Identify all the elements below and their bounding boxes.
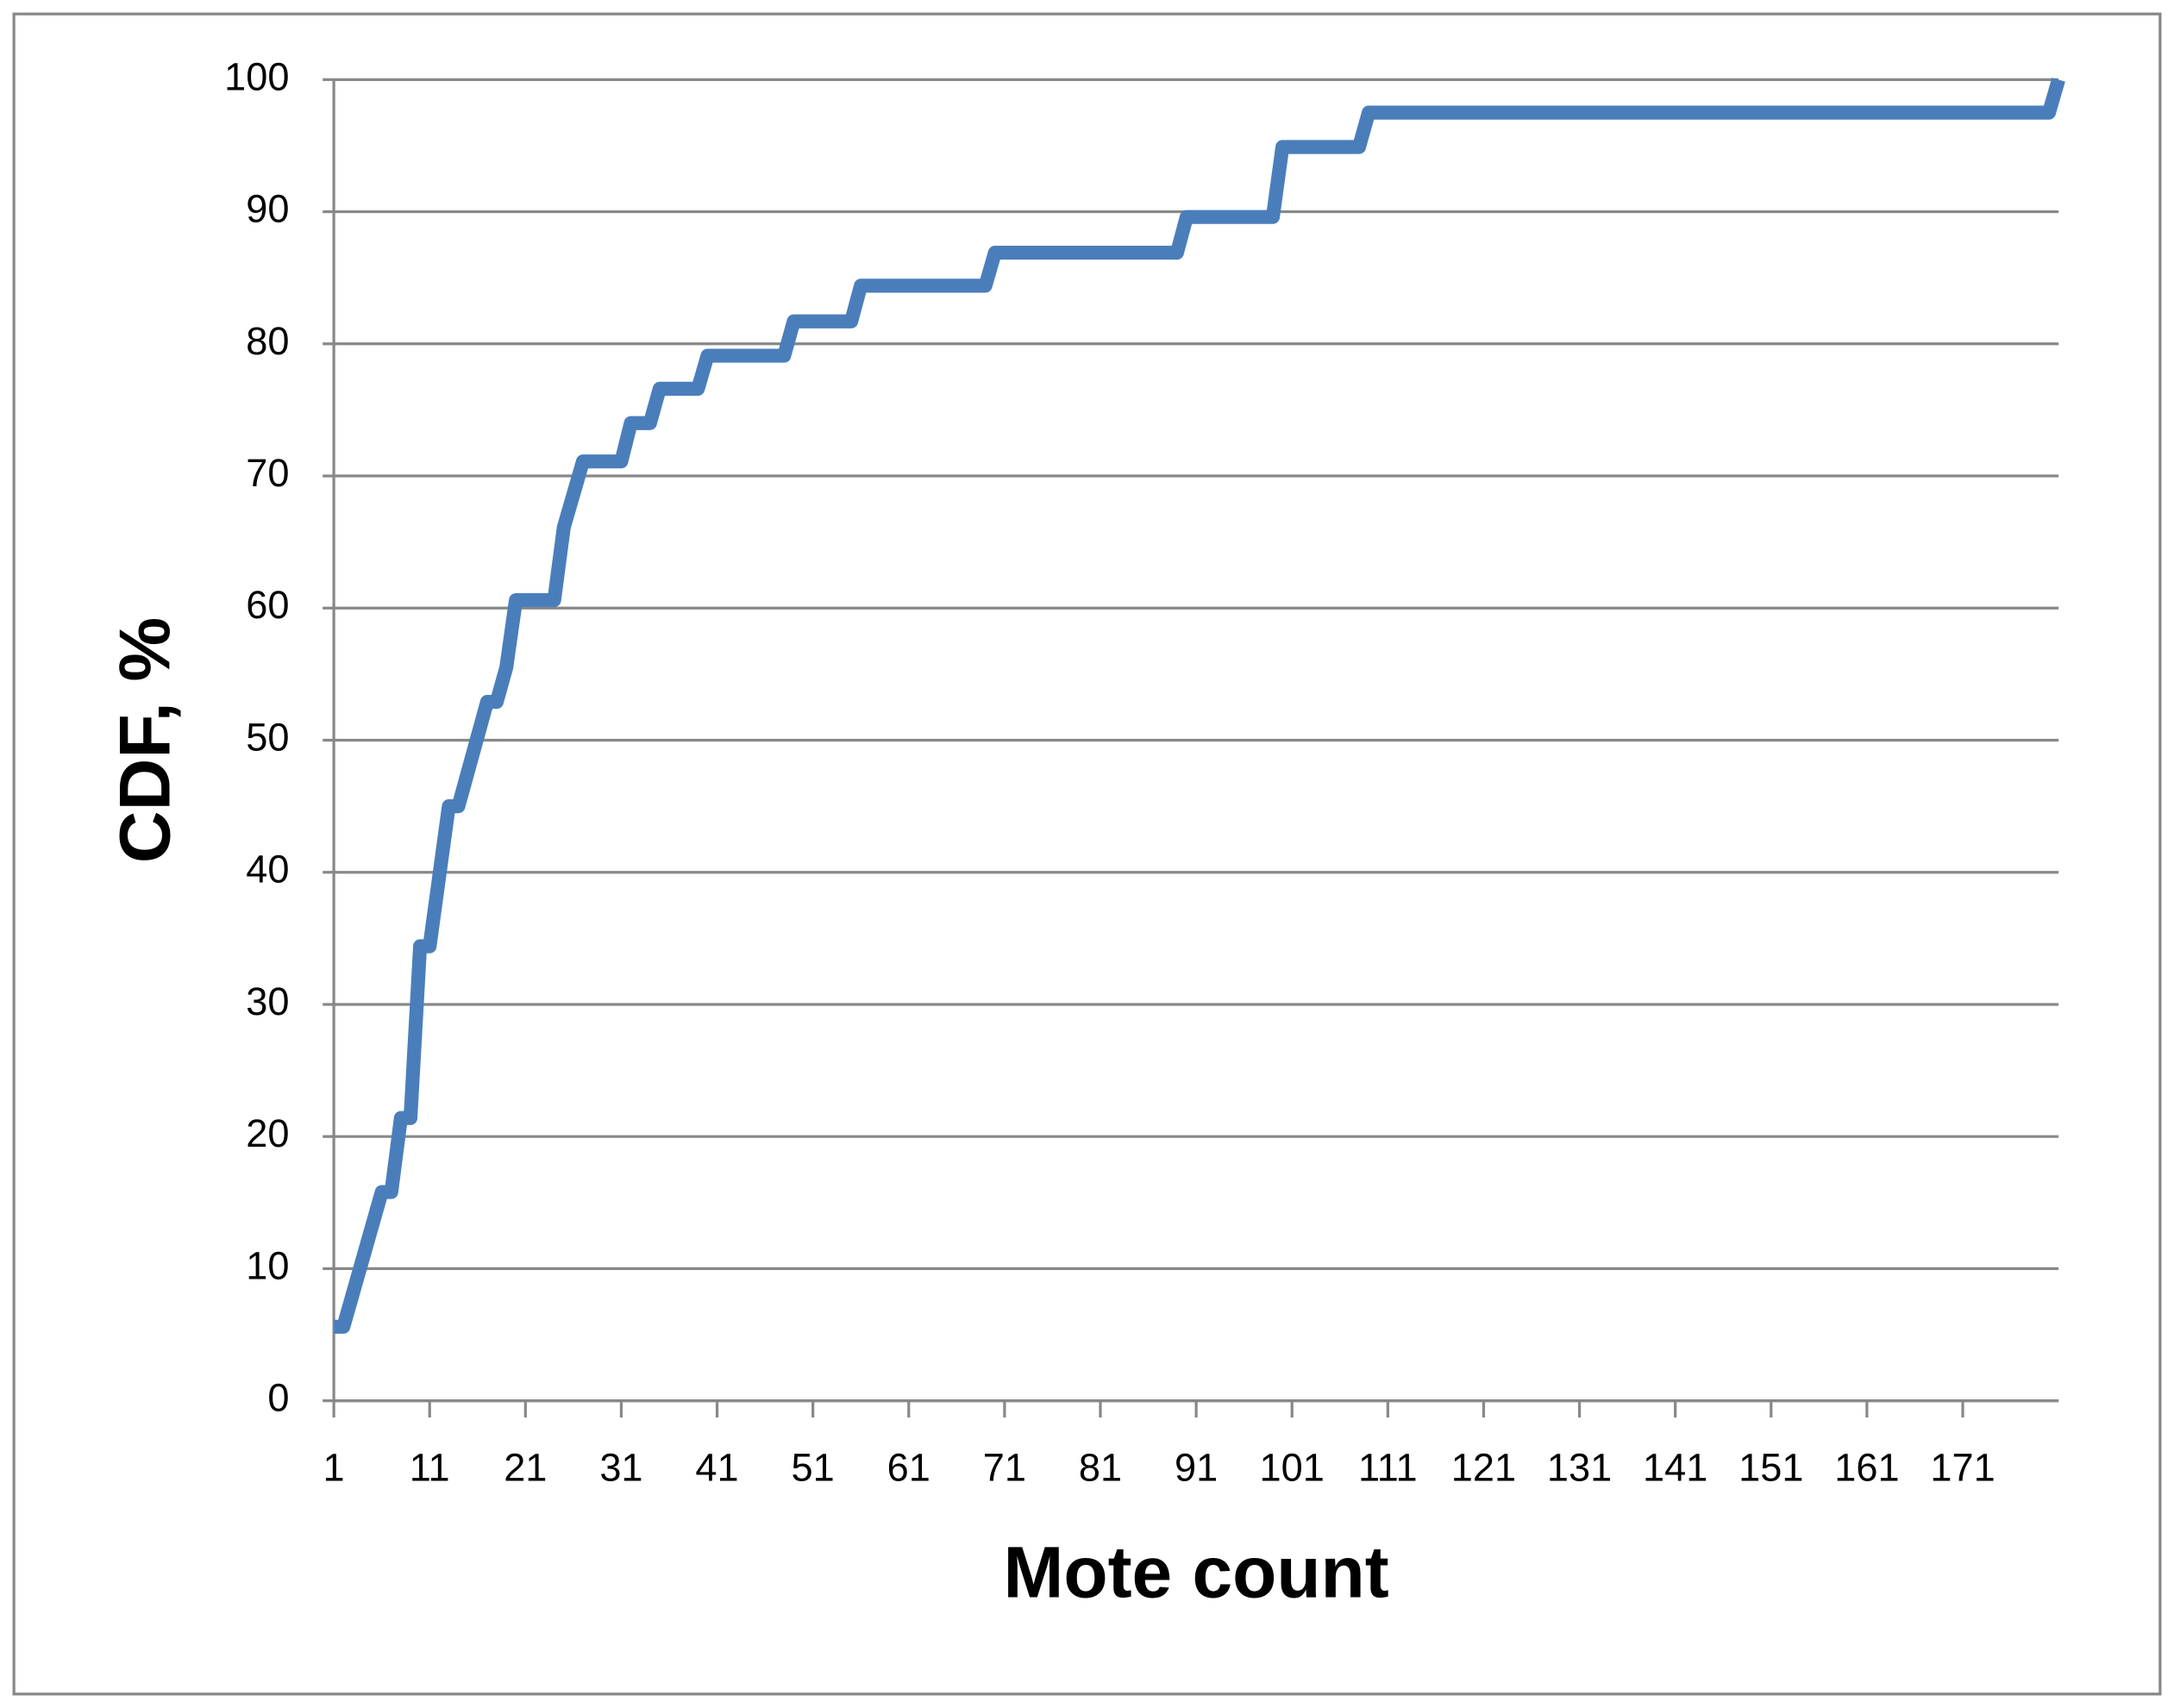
x-tick-label: 41 xyxy=(695,1446,738,1490)
x-tick-label: 21 xyxy=(504,1446,547,1490)
y-tick-label: 0 xyxy=(267,1376,289,1420)
y-tick-label: 40 xyxy=(246,848,289,892)
x-tick-label: 51 xyxy=(792,1446,835,1490)
y-tick-label: 60 xyxy=(246,583,289,627)
y-tick-label: 10 xyxy=(246,1243,289,1287)
x-tick-label: 111 xyxy=(1358,1446,1418,1490)
x-tick-label: 91 xyxy=(1175,1446,1218,1490)
data-line xyxy=(334,78,2065,1334)
x-tick-label: 1 xyxy=(323,1446,345,1490)
x-tick-label: 121 xyxy=(1451,1446,1516,1490)
y-tick-label: 20 xyxy=(246,1111,289,1155)
x-tick-label: 71 xyxy=(983,1446,1026,1490)
chart-border xyxy=(12,12,2162,1696)
x-tick-label: 131 xyxy=(1547,1446,1612,1490)
x-axis-title: Mote count xyxy=(1003,1531,1388,1612)
y-tick-label: 30 xyxy=(246,979,289,1023)
y-tick-label: 50 xyxy=(246,715,289,759)
x-tick-label: 171 xyxy=(1930,1446,1995,1490)
x-tick-label: 151 xyxy=(1739,1446,1803,1490)
y-tick-label: 90 xyxy=(246,186,289,230)
y-tick-label: 80 xyxy=(246,319,289,363)
x-tick-label: 11 xyxy=(410,1446,450,1490)
y-tick-label: 100 xyxy=(224,54,289,98)
x-tick-label: 61 xyxy=(887,1446,930,1490)
x-tick-label: 81 xyxy=(1079,1446,1122,1490)
x-tick-label: 31 xyxy=(599,1446,642,1490)
y-axis-title: CDF, % xyxy=(104,617,185,863)
x-tick-label: 141 xyxy=(1643,1446,1707,1490)
x-tick-label: 101 xyxy=(1260,1446,1325,1490)
y-tick-label: 70 xyxy=(246,451,289,495)
x-tick-label: 161 xyxy=(1834,1446,1899,1490)
